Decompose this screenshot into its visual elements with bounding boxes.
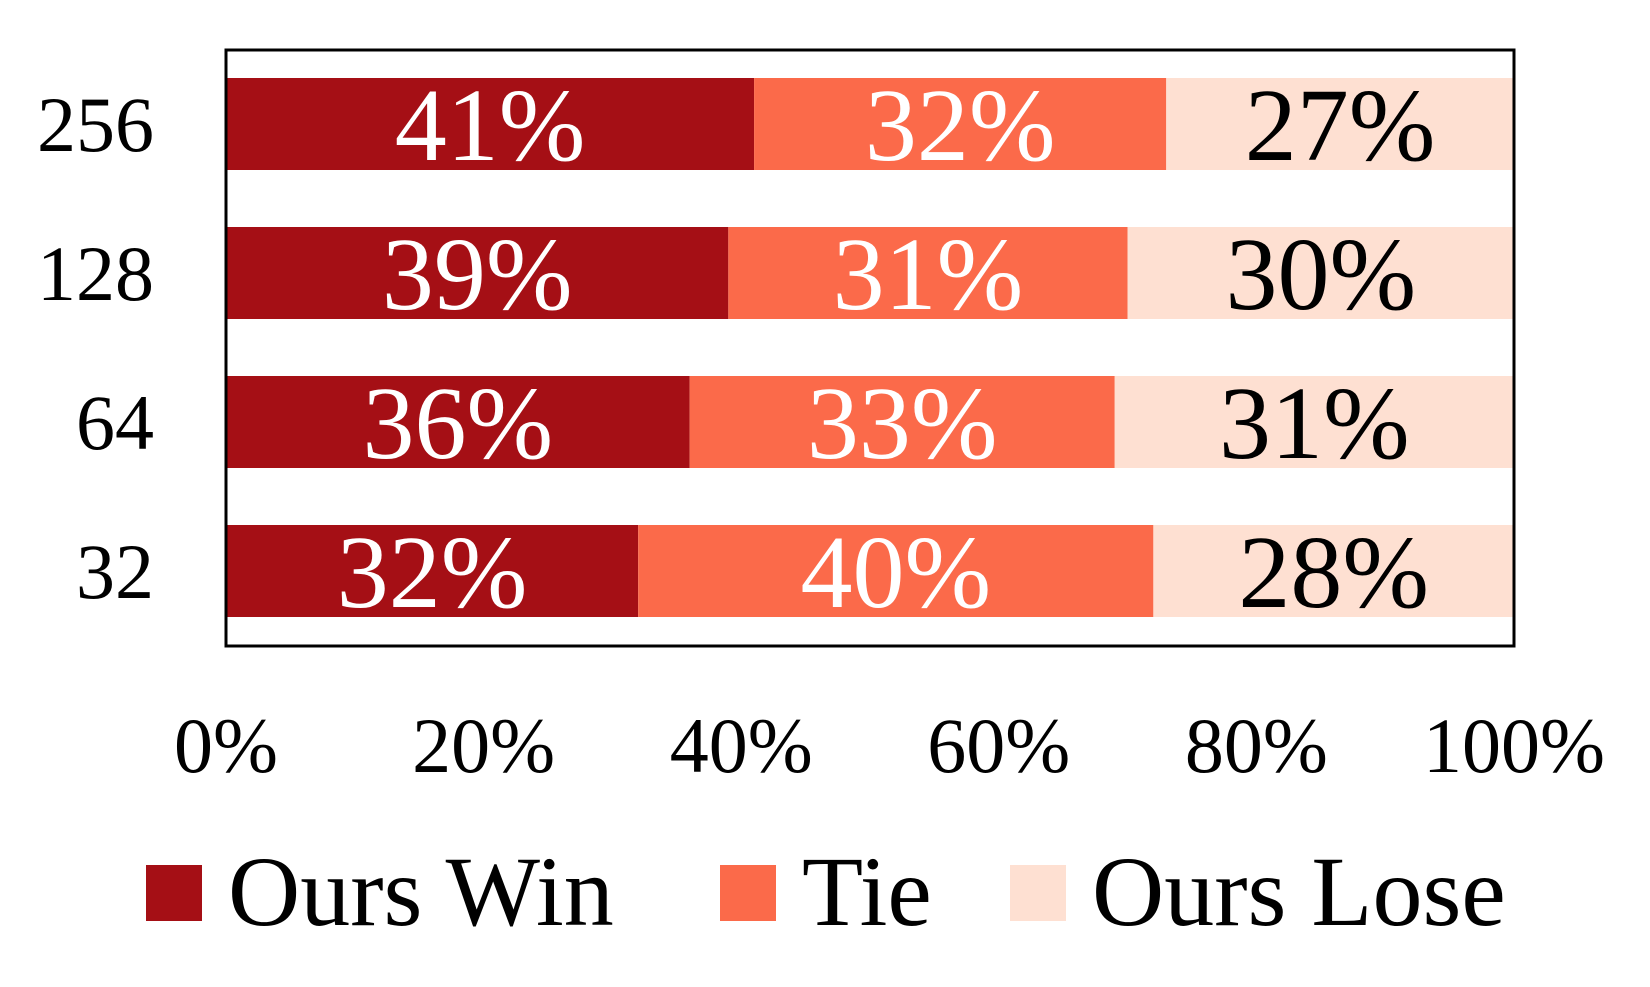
x-tick-label-60: 60%: [927, 702, 1070, 789]
bar-ours-win-256: [226, 78, 755, 170]
plot-frame: [224, 48, 1516, 648]
x-tick-label-80: 80%: [1185, 702, 1328, 789]
data-label-ours-win-256: 41%: [395, 68, 586, 183]
bar-ours-lose-128: [1127, 227, 1514, 319]
category-label-128: 128: [37, 230, 154, 317]
bar-tie-64: [689, 376, 1115, 468]
bar-ours-lose-64: [1114, 376, 1514, 468]
bar-ours-win-64: [226, 376, 690, 468]
x-tick-labels-group: 0% 20% 40% 60% 80% 100%: [174, 702, 1605, 789]
bar-ours-win-32: [226, 525, 639, 617]
x-tick-label-0: 0%: [174, 702, 278, 789]
legend-label-ours-lose: Ours Lose: [1092, 836, 1506, 947]
legend-swatch-ours-win: [146, 865, 202, 921]
category-label-256: 256: [37, 81, 154, 168]
data-label-ours-lose-64: 31%: [1219, 366, 1410, 481]
category-label-32: 32: [76, 528, 154, 615]
x-tick-label-40: 40%: [670, 702, 813, 789]
bar-tie-128: [728, 227, 1128, 319]
data-label-ours-lose-32: 28%: [1238, 515, 1429, 630]
data-label-ours-lose-128: 30%: [1225, 217, 1416, 332]
data-label-ours-win-64: 36%: [363, 366, 554, 481]
bar-tie-256: [754, 78, 1167, 170]
data-label-ours-lose-256: 27%: [1245, 68, 1436, 183]
bar-ours-lose-256: [1166, 78, 1514, 170]
x-tick-label-100: 100%: [1423, 702, 1605, 789]
legend-label-ours-win: Ours Win: [228, 836, 614, 947]
legend-swatch-tie: [720, 865, 776, 921]
legend-swatch-ours-lose: [1010, 865, 1066, 921]
legend-label-tie: Tie: [802, 836, 932, 947]
data-label-tie-32: 40%: [800, 515, 991, 630]
data-label-tie-128: 31%: [833, 217, 1024, 332]
bar-ours-lose-32: [1153, 525, 1514, 617]
data-label-tie-256: 32%: [865, 68, 1056, 183]
category-labels-group: 256 128 64 32: [37, 81, 154, 615]
data-label-ours-win-32: 32%: [337, 515, 528, 630]
data-label-tie-64: 33%: [807, 366, 998, 481]
bar-ours-win-128: [226, 227, 729, 319]
bar-labels-group: 41% 32% 27% 39% 31% 30% 36% 33% 31% 32% 40% 28%: [337, 68, 1436, 630]
bars-group: [226, 78, 1514, 617]
legend: Ours Win Tie Ours Lose: [146, 836, 1506, 947]
bar-tie-32: [638, 525, 1154, 617]
category-label-64: 64: [76, 379, 154, 466]
x-tick-label-20: 20%: [412, 702, 555, 789]
data-label-ours-win-128: 39%: [382, 217, 573, 332]
